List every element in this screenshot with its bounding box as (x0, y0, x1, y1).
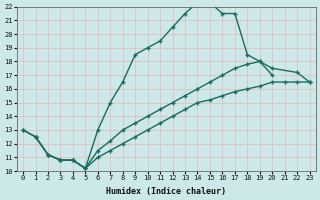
X-axis label: Humidex (Indice chaleur): Humidex (Indice chaleur) (106, 187, 226, 196)
